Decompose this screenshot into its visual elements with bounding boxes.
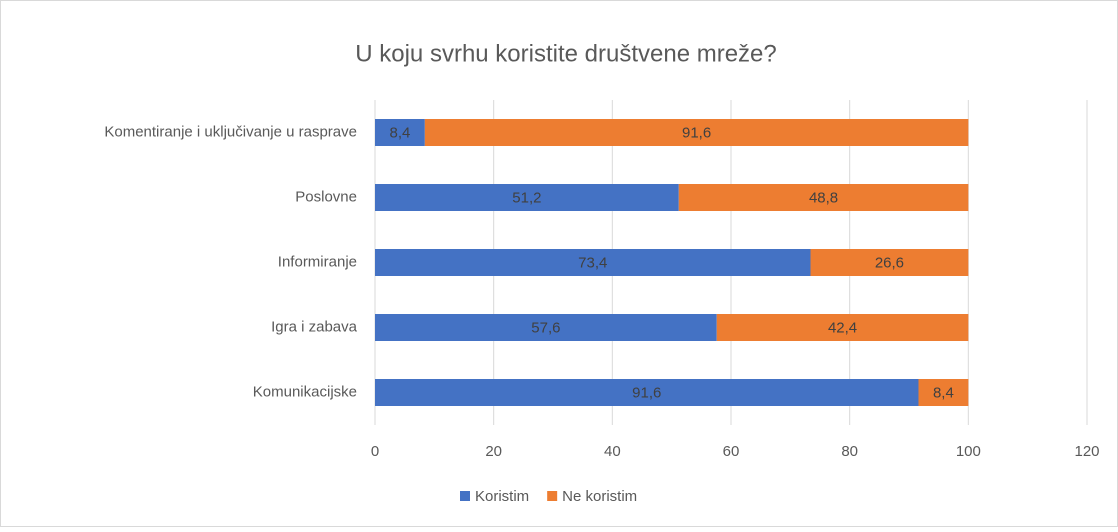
bar-segment: [424, 119, 969, 146]
bar-segment: [678, 184, 969, 211]
data-label: 73,4: [578, 254, 607, 271]
legend-label: Ne koristim: [562, 488, 637, 505]
data-label: 26,6: [875, 254, 904, 271]
data-label: 8,4: [933, 384, 954, 401]
x-tick-label: 20: [485, 443, 502, 460]
x-tick-label: 0: [371, 443, 379, 460]
x-tick-label: 100: [956, 443, 981, 460]
x-tick-label: 80: [841, 443, 858, 460]
bar-segment: [375, 119, 425, 146]
y-tick-label: Poslovne: [295, 188, 357, 205]
bar-segment: [375, 379, 919, 406]
bar-segment: [375, 184, 679, 211]
data-label: 91,6: [632, 384, 661, 401]
y-tick-label: Igra i zabava: [271, 318, 358, 335]
data-label: 48,8: [809, 189, 838, 206]
data-label: 91,6: [682, 124, 711, 141]
bar-segment: [716, 314, 969, 341]
y-tick-label: Komentiranje i uključivanje u rasprave: [104, 123, 357, 140]
bar-segment: [375, 249, 811, 276]
legend-swatch: [460, 491, 470, 501]
bar-segment: [375, 314, 717, 341]
x-tick-label: 120: [1074, 443, 1099, 460]
y-tick-label: Informiranje: [278, 253, 357, 270]
chart-title: U koju svrhu koristite društvene mreže?: [355, 40, 777, 67]
data-label: 57,6: [531, 319, 560, 336]
legend-swatch: [547, 491, 558, 501]
bar-segment: [810, 249, 969, 276]
legend-label: Koristim: [475, 488, 529, 505]
bar-segment: [918, 379, 969, 406]
y-tick-label: Komunikacijske: [253, 383, 357, 400]
x-tick-label: 60: [723, 443, 740, 460]
data-label: 42,4: [828, 319, 857, 336]
data-label: 8,4: [389, 124, 410, 141]
data-label: 51,2: [512, 189, 541, 206]
x-tick-label: 40: [604, 443, 621, 460]
